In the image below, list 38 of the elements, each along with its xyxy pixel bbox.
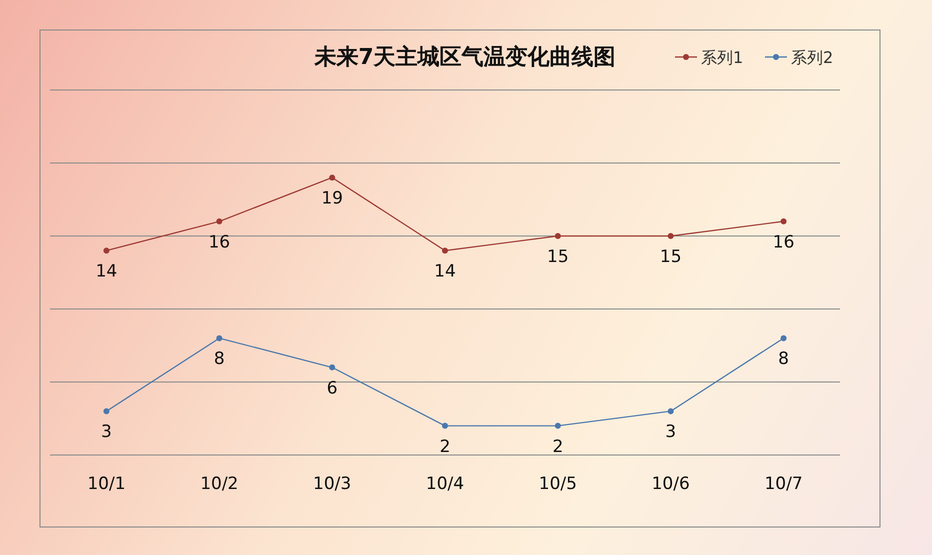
point — [103, 408, 110, 414]
data-label: 2 — [552, 436, 564, 457]
data-label: 15 — [547, 247, 569, 267]
legend-label: 系列1 — [701, 48, 744, 67]
x-tick-label: 10/3 — [313, 474, 352, 494]
point — [216, 218, 222, 224]
x-tick-label: 10/4 — [426, 474, 464, 494]
data-label: 14 — [96, 262, 118, 282]
data-label: 8 — [214, 349, 225, 370]
data-label: 2 — [440, 436, 450, 457]
point — [103, 248, 110, 254]
point — [442, 248, 448, 254]
x-tick-label: 10/6 — [652, 474, 690, 494]
point — [668, 233, 674, 239]
point — [668, 408, 674, 414]
x-tick-label: 10/5 — [538, 474, 577, 494]
point — [554, 422, 561, 429]
data-label: 15 — [660, 247, 682, 267]
data-label: 16 — [208, 232, 230, 252]
chart-title: 未来7天主城区气温变化曲线图 — [313, 44, 616, 70]
point — [780, 335, 787, 342]
data-label: 19 — [321, 188, 343, 209]
data-label: 14 — [434, 262, 456, 282]
data-label: 16 — [772, 232, 794, 252]
point — [554, 233, 561, 239]
x-tick-label: 10/7 — [764, 474, 803, 494]
point — [329, 364, 336, 370]
data-label: 3 — [101, 422, 112, 442]
point — [780, 218, 787, 224]
point — [329, 174, 336, 181]
point — [216, 335, 222, 342]
x-tick-label: 10/2 — [200, 474, 238, 494]
data-label: 8 — [778, 349, 789, 370]
x-tick-label: 10/1 — [87, 474, 126, 494]
data-label: 3 — [665, 422, 676, 442]
data-label: 6 — [326, 378, 338, 398]
legend-label: 系列2 — [791, 48, 834, 67]
point — [442, 422, 448, 429]
